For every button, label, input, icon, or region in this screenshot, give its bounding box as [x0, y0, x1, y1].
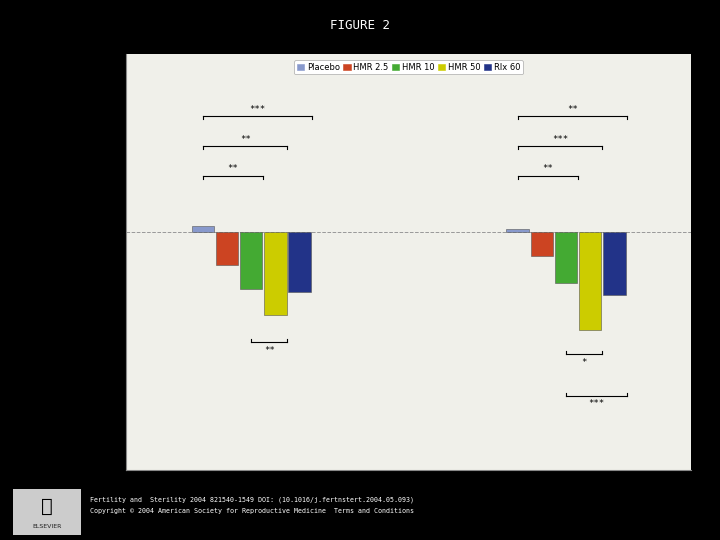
- Bar: [240, 232, 262, 288]
- Bar: [216, 232, 238, 265]
- Bar: [289, 232, 311, 292]
- Bar: [531, 232, 553, 256]
- Text: ***: ***: [552, 134, 568, 144]
- Text: Copyright © 2004 American Society for Reproductive Medicine  Terms and Condition: Copyright © 2004 American Society for Re…: [90, 508, 414, 514]
- Legend: Placebo, HMR 2.5, HMR 10, HMR 50, Rlx 60: Placebo, HMR 2.5, HMR 10, HMR 50, Rlx 60: [294, 60, 523, 74]
- Bar: [579, 232, 601, 330]
- Text: ***: ***: [249, 105, 265, 114]
- Text: ELSEVIER: ELSEVIER: [32, 524, 62, 529]
- Bar: [264, 232, 287, 315]
- Bar: [506, 229, 528, 232]
- Text: **: **: [542, 164, 553, 173]
- Text: **: **: [567, 105, 577, 114]
- Text: ***: ***: [588, 399, 604, 408]
- Text: *: *: [582, 357, 587, 367]
- Text: **: **: [228, 164, 238, 173]
- Y-axis label: percentage change from baseline in total cholesterol: percentage change from baseline in total…: [85, 122, 94, 402]
- Bar: [603, 232, 626, 295]
- Text: Fertility and  Sterility 2004 821540-1549 DOI: (10.1016/j.fertnstert.2004.05.093: Fertility and Sterility 2004 821540-1549…: [90, 497, 414, 503]
- Bar: [192, 226, 214, 232]
- Text: **: **: [240, 134, 251, 144]
- Text: 🌳: 🌳: [41, 497, 53, 516]
- Text: **: **: [264, 346, 275, 355]
- Text: FIGURE 2: FIGURE 2: [330, 19, 390, 32]
- Bar: [555, 232, 577, 283]
